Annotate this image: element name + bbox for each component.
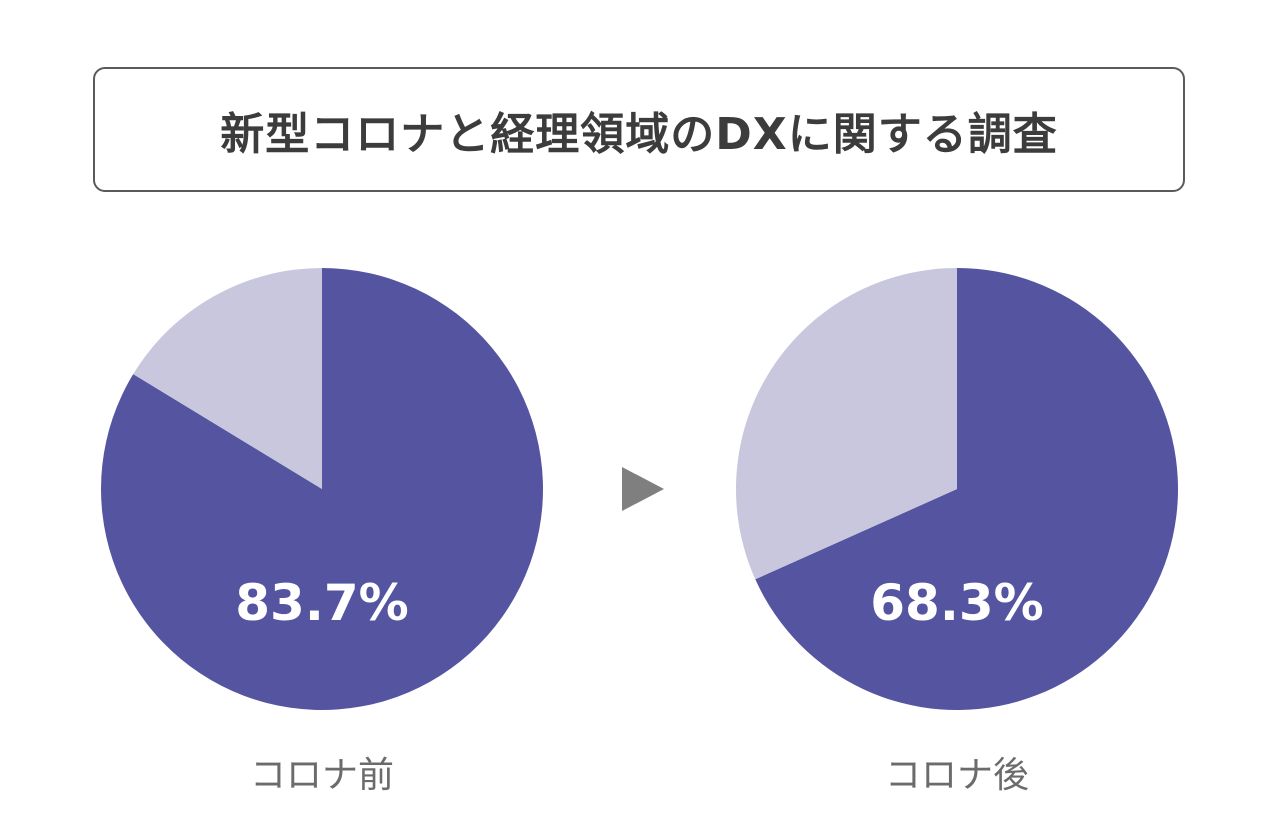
pie-slice-1-0 — [755, 268, 1178, 710]
arrow-right-icon — [622, 467, 664, 511]
pie-value-label-0: 83.7% — [235, 574, 408, 632]
pie-chart-after: 68.3% コロナ後 — [735, 268, 1178, 796]
pie-chart-before: 83.7% コロナ前 — [100, 268, 544, 796]
title-box: 新型コロナと経理領域のDXに関する調査 — [93, 67, 1185, 192]
pie-slice-1-1 — [735, 268, 957, 580]
pie-caption-1: コロナ後 — [885, 755, 1029, 796]
page-title: 新型コロナと経理領域のDXに関する調査 — [220, 108, 1058, 160]
pie-value-label-1: 68.3% — [870, 574, 1043, 632]
pie-caption-0: コロナ前 — [250, 755, 394, 796]
pie-slice-0-1 — [133, 268, 322, 489]
